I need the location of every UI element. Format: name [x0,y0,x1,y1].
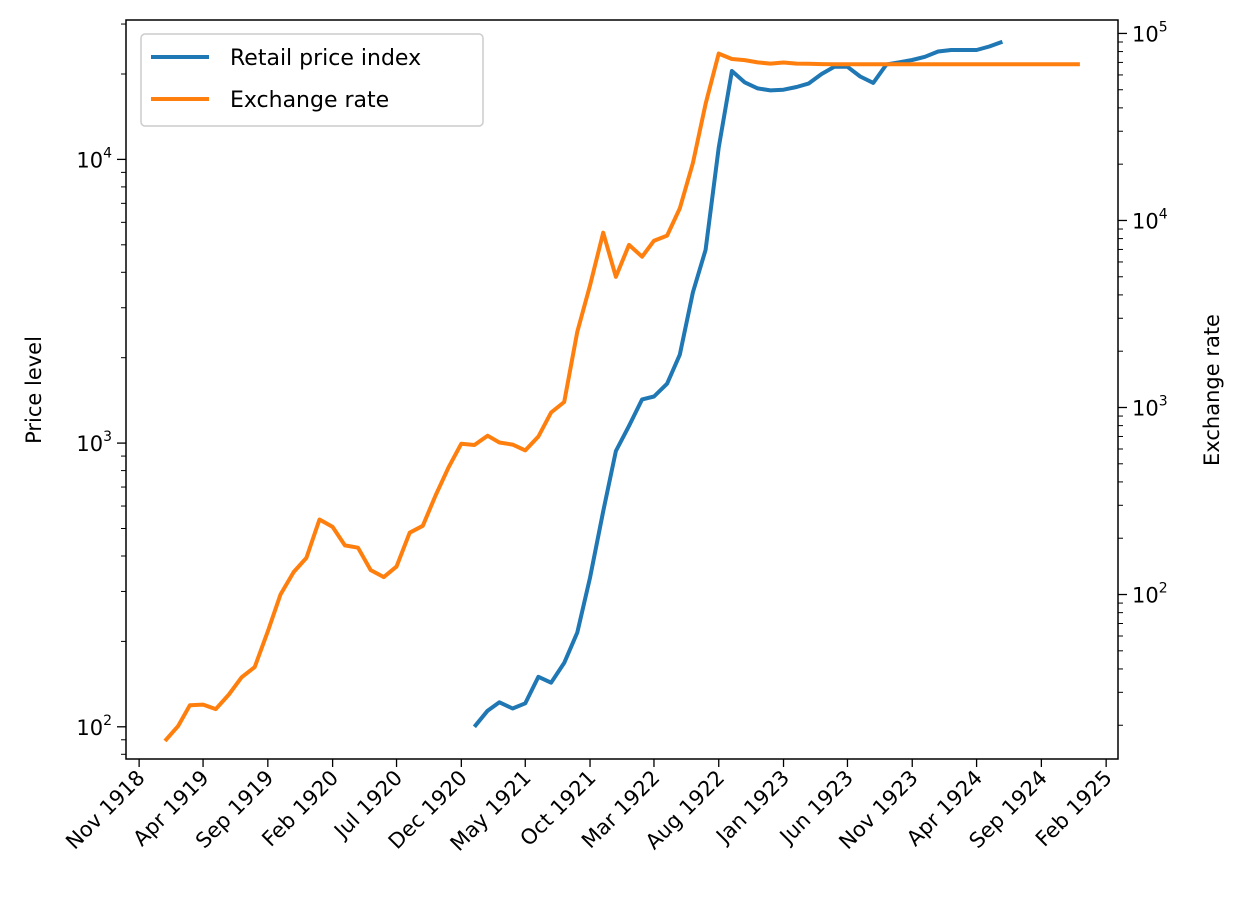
series-lines [163,39,1080,743]
y-tick-label: 102 [1132,581,1168,608]
plot-frame [125,19,1119,760]
y-tick-label: 103 [76,429,112,456]
y-tick-label: 104 [1132,206,1168,233]
series-line-exchange-rate [163,51,1080,743]
y-tick-label: 103 [1132,393,1168,420]
y-axis-right-title: Exchange rate [1200,314,1224,466]
y-axis-left-title: Price level [22,336,46,444]
y-tick-label: 104 [76,145,112,172]
series-line-retail-price-index [472,39,1004,729]
y-tick-label: 102 [76,713,112,740]
legend: Retail price index Exchange rate [140,33,484,127]
legend-label-retail-price-index: Retail price index [230,46,421,71]
legend-box [140,33,484,127]
legend-label-exchange-rate: Exchange rate [230,88,389,113]
y-tick-label: 105 [1132,19,1168,46]
